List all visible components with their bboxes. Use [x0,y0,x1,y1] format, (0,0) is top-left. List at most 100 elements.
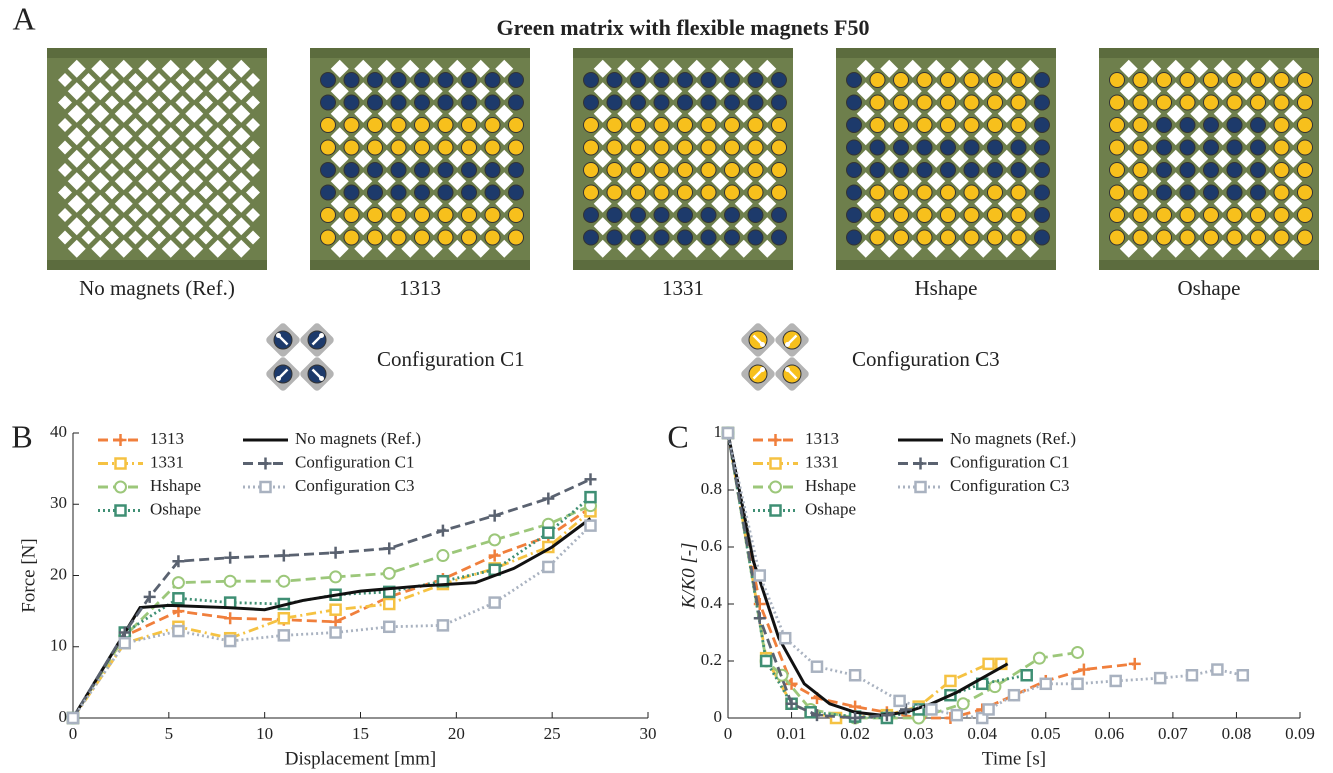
legend-label: Oshape [805,499,856,518]
magnet [1133,95,1148,110]
magnet [894,185,909,200]
config-arrow-head [319,333,324,338]
magnet [391,163,406,178]
marker [489,534,500,545]
magnet [344,73,359,88]
marker [438,620,448,630]
magnet [391,140,406,155]
magnet [847,230,862,245]
magnet [678,95,693,110]
legend-label: Hshape [150,476,201,495]
magnet [368,185,383,200]
magnet [748,73,763,88]
magnet [964,73,979,88]
magnet [1298,185,1313,200]
magnet [1035,208,1050,223]
marker [770,482,781,493]
magnet [1298,73,1313,88]
magnet [509,185,524,200]
magnet [1133,230,1148,245]
sample-label: 1313 [399,276,441,300]
magnet [1251,140,1266,155]
marker [989,681,1000,692]
magnet [462,140,477,155]
magnet [772,163,787,178]
magnet [415,185,430,200]
magnet [368,95,383,110]
lattice-edge [1099,48,1319,58]
magnet [1180,230,1195,245]
magnet [964,230,979,245]
magnet [870,95,885,110]
magnet [1157,118,1172,133]
magnet [368,208,383,223]
marker [330,571,341,582]
magnet [988,95,1003,110]
magnet [725,73,740,88]
magnet [1227,118,1242,133]
x-tick-label: 0 [69,724,78,743]
magnet [772,95,787,110]
magnet [1011,230,1026,245]
magnet [509,95,524,110]
marker [116,459,126,469]
magnet [344,230,359,245]
marker [780,633,790,643]
lattice [1099,48,1319,270]
magnet [1035,185,1050,200]
legend-label: Configuration C1 [295,452,414,471]
marker [771,459,781,469]
magnet [988,185,1003,200]
magnet [1274,163,1289,178]
magnet [1035,95,1050,110]
magnet [344,185,359,200]
magnet [391,208,406,223]
magnet [1251,163,1266,178]
magnet [509,118,524,133]
lattice-edge [573,48,793,58]
magnet [321,208,336,223]
y-axis-title: Force [N] [18,538,39,612]
config-label: Configuration C3 [852,347,1000,371]
marker [586,521,596,531]
magnet [509,73,524,88]
magnet [438,185,453,200]
marker [225,576,236,587]
magnet [1251,208,1266,223]
magnet [1110,185,1125,200]
magnet [321,73,336,88]
config-label: Configuration C1 [377,347,525,371]
magnet [1157,208,1172,223]
magnet [631,163,646,178]
marker [224,612,236,624]
magnet [772,230,787,245]
magnet [748,163,763,178]
magnet [1035,163,1050,178]
magnet [438,230,453,245]
marker [279,630,289,640]
magnet [321,118,336,133]
marker [330,616,342,628]
magnet [1274,95,1289,110]
magnet [1180,185,1195,200]
x-tick-label: 0.06 [1094,724,1124,743]
magnet [321,95,336,110]
marker [489,510,501,522]
magnet [1110,208,1125,223]
legend-label: Configuration C3 [950,476,1069,495]
config-arrow-head [760,367,765,372]
magnet [1035,230,1050,245]
x-tick-label: 30 [640,724,657,743]
config-arrow-head [276,333,281,338]
config-arrow-head [785,342,790,347]
magnet [988,208,1003,223]
magnet [894,163,909,178]
magnet [1157,230,1172,245]
magnet [847,95,862,110]
magnet [1227,185,1242,200]
magnet [1298,140,1313,155]
legend-label: 1331 [805,452,839,471]
magnet [438,73,453,88]
marker [1238,670,1248,680]
magnet [964,208,979,223]
